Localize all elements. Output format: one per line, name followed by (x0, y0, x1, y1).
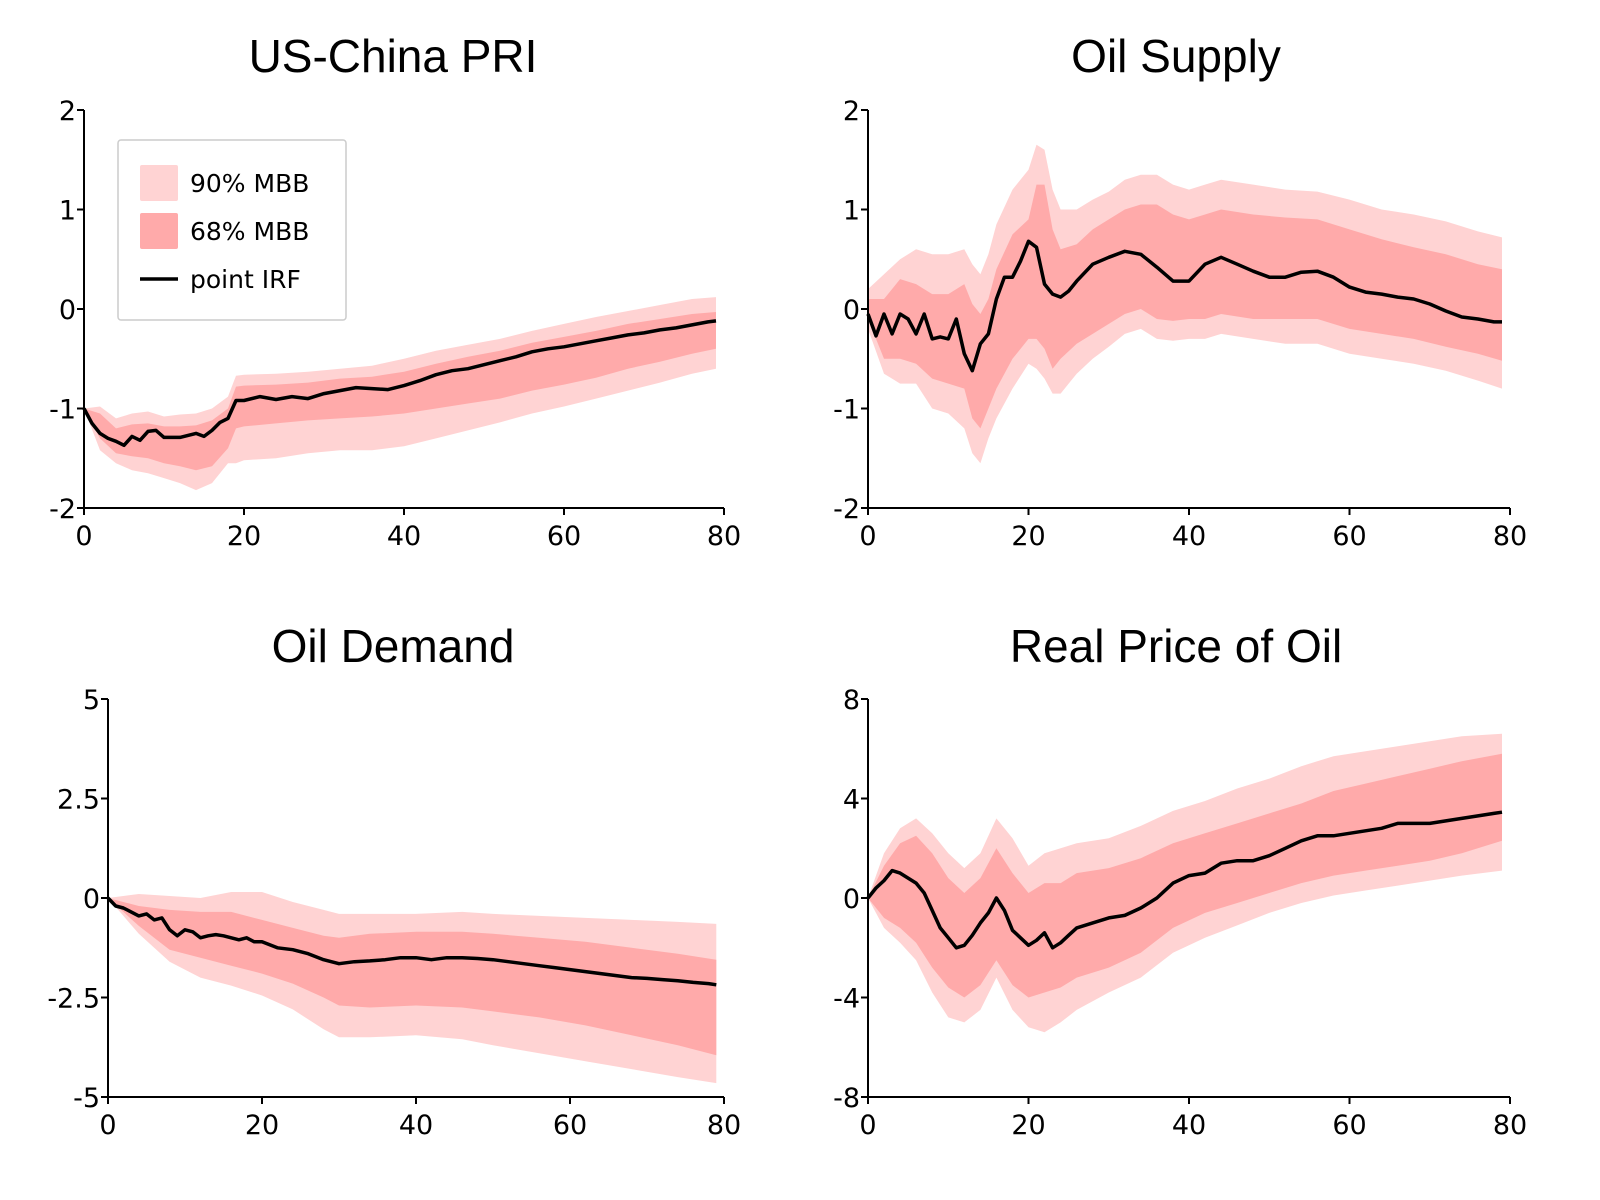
legend-swatch-band90 (140, 165, 178, 201)
legend: 90% MBB 68% MBB point IRF (117, 139, 347, 321)
y-tick-label: -1 (49, 395, 76, 426)
legend-label: 68% MBB (190, 217, 309, 246)
y-tick-label: 1 (59, 196, 76, 227)
x-tick-label: 0 (859, 1110, 876, 1141)
x-tick-label: 60 (553, 1110, 587, 1141)
x-tick-label: 20 (227, 521, 261, 552)
chart-title: Oil Demand (272, 620, 515, 672)
x-tick-label: 20 (1011, 521, 1045, 552)
point-irf-line (106, 896, 717, 987)
legend-label: 90% MBB (190, 169, 309, 198)
x-tick-label: 0 (99, 1110, 116, 1141)
x-tick-label: 20 (245, 1110, 279, 1141)
x-tick-label: 0 (859, 521, 876, 552)
y-tick-label: -2.5 (47, 984, 100, 1015)
y-tick-label: 2 (843, 96, 860, 127)
x-tick-label: 60 (1332, 1110, 1366, 1141)
chart-panel-1: US-China PRI 0 20 40 60 80 -2 -1 0 1 2 (49, 30, 741, 552)
y-tick-label: 2 (59, 96, 76, 127)
y-tick-label: -2 (833, 494, 860, 525)
x-tick-label: 40 (1172, 1110, 1206, 1141)
band-68-mbb (108, 898, 717, 1056)
x-tick-label: 80 (1493, 1110, 1527, 1141)
x-tick-label: 60 (1332, 521, 1366, 552)
chart-panel-2: Oil Supply 0 20 40 60 80 -2 -1 0 1 2 (833, 30, 1527, 552)
x-tick-label: 40 (1172, 521, 1206, 552)
y-tick-label: 0 (843, 884, 860, 915)
y-tick-label: 4 (843, 785, 860, 816)
x-tick-label: 40 (387, 521, 421, 552)
x-tick-label: 20 (1011, 1110, 1045, 1141)
chart-panel-3: Oil Demand 0 20 40 60 80 -5 -2.5 0 2.5 5 (47, 620, 741, 1141)
y-tick-label: -8 (833, 1083, 860, 1114)
y-tick-label: -4 (833, 984, 860, 1015)
y-tick-label: 2.5 (57, 785, 100, 816)
y-tick-label: -5 (73, 1083, 100, 1114)
y-tick-label: 1 (843, 196, 860, 227)
x-tick-label: 80 (1493, 521, 1527, 552)
x-tick-label: 0 (75, 521, 92, 552)
y-tick-label: 0 (59, 295, 76, 326)
y-tick-label: 8 (843, 685, 860, 716)
chart-title: Real Price of Oil (1010, 620, 1342, 672)
chart-title: Oil Supply (1071, 30, 1281, 82)
x-tick-label: 60 (547, 521, 581, 552)
x-tick-label: 80 (707, 521, 741, 552)
point-irf-line (866, 239, 1502, 373)
y-tick-label: 0 (83, 884, 100, 915)
point-irf-line (866, 810, 1503, 950)
point-irf-line (82, 319, 717, 448)
x-tick-label: 80 (707, 1110, 741, 1141)
y-tick-label: 0 (843, 295, 860, 326)
y-tick-label: -2 (49, 494, 76, 525)
y-tick-label: -1 (833, 395, 860, 426)
y-tick-label: 5 (83, 685, 100, 716)
x-tick-label: 40 (399, 1110, 433, 1141)
band-68-mbb (84, 312, 716, 471)
legend-swatch-band68 (140, 213, 178, 249)
legend-label: point IRF (190, 265, 301, 294)
chart-title: US-China PRI (249, 30, 538, 82)
chart-panel-4: Real Price of Oil 0 20 40 60 80 -8 -4 0 4 8 (833, 620, 1527, 1141)
